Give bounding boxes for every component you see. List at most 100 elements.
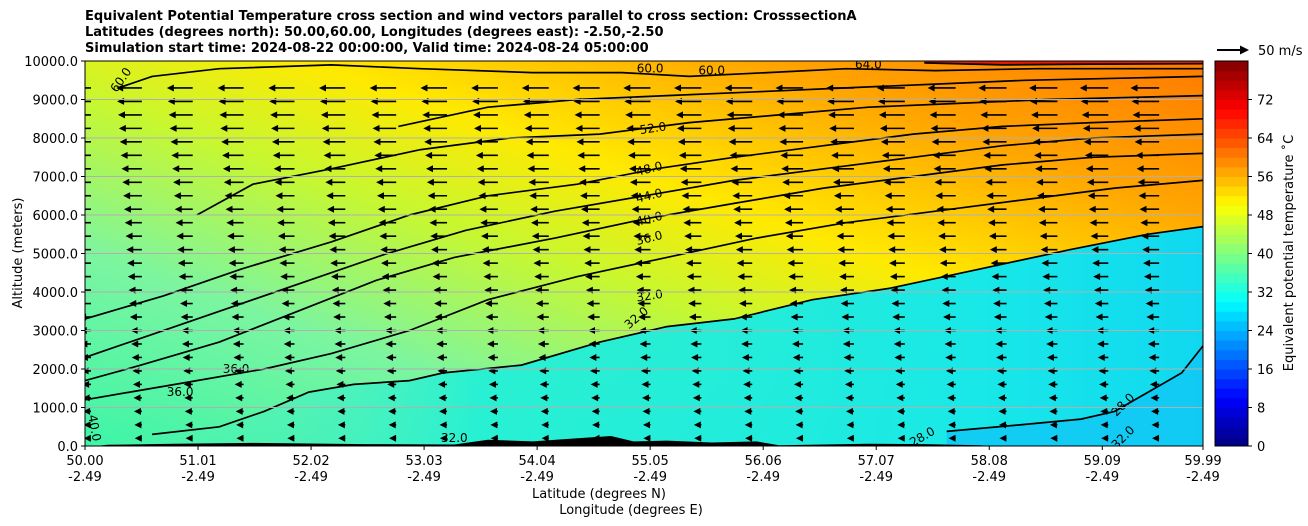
wind-vector xyxy=(286,421,295,429)
wind-vector-head xyxy=(832,178,840,186)
wind-vector xyxy=(1083,138,1109,146)
wind-vector-head xyxy=(376,192,384,200)
wind-vector xyxy=(780,151,804,159)
contour-label: 32.0 xyxy=(441,431,468,445)
grid xyxy=(85,60,1203,447)
wind-vector xyxy=(333,313,346,321)
wind-vector-head xyxy=(127,273,135,281)
wind-vector xyxy=(268,84,295,92)
wind-vector-head xyxy=(680,178,688,186)
wind-vector-head xyxy=(983,151,991,159)
wind-vector xyxy=(278,246,295,254)
wind-vector xyxy=(236,421,244,429)
colorbar-band xyxy=(1215,388,1248,399)
wind-vector-head xyxy=(691,353,699,361)
wind-vector-head xyxy=(739,300,747,308)
wind-vector xyxy=(277,232,295,240)
wind-vector xyxy=(592,421,600,429)
wind-vector-head xyxy=(236,434,244,442)
wind-vector-head xyxy=(930,124,938,132)
wind-vector xyxy=(175,219,193,227)
wind-vector xyxy=(85,340,91,348)
wind-vector xyxy=(527,165,549,173)
wind-vector xyxy=(676,124,702,132)
wind-vector-head xyxy=(727,124,735,132)
wind-vector xyxy=(585,273,600,281)
wind-vector xyxy=(85,168,91,170)
wind-vector xyxy=(185,421,193,429)
contour-line-36 xyxy=(85,179,1203,401)
wind-vector xyxy=(320,111,346,119)
wind-vector-head xyxy=(388,407,396,415)
wind-vector-head xyxy=(527,165,535,173)
wind-vector-head xyxy=(381,259,389,267)
x-tick-label-lat: 52.02 xyxy=(292,454,329,469)
wind-vector-head xyxy=(1083,138,1091,146)
wind-vector-head xyxy=(1048,394,1056,402)
contour-line-52 xyxy=(196,94,1203,216)
wind-vector xyxy=(281,300,295,308)
wind-vector-head xyxy=(942,300,950,308)
wind-vector xyxy=(422,111,448,119)
wind-vector-head xyxy=(780,151,788,159)
wind-vector-head xyxy=(384,313,392,321)
wind-vector xyxy=(541,434,549,442)
y-tick-label: 7000.0 xyxy=(33,171,79,186)
wind-vector-head xyxy=(219,111,227,119)
wind-vector xyxy=(228,259,244,267)
wind-vector xyxy=(272,151,295,159)
wind-vector xyxy=(784,205,804,213)
wind-vector xyxy=(490,434,498,442)
contour-label: 32.0 xyxy=(635,287,663,305)
wind-vector xyxy=(1081,111,1109,119)
wind-vector xyxy=(1133,124,1160,132)
wind-vector xyxy=(684,232,702,240)
wind-vector-head xyxy=(576,138,584,146)
wind-vector-head xyxy=(429,219,437,227)
wind-vector-head xyxy=(938,232,946,240)
wind-vector xyxy=(481,232,498,240)
wind-vector xyxy=(1099,380,1109,388)
wind-vector-head xyxy=(629,178,637,186)
wind-vector xyxy=(85,194,91,197)
wind-vector xyxy=(575,124,600,132)
wind-vector xyxy=(1035,165,1058,173)
colorbar-band xyxy=(1215,147,1248,158)
wind-vector-head xyxy=(119,138,127,146)
wind-vector-head xyxy=(724,84,732,92)
wind-vector-head xyxy=(1134,138,1142,146)
wind-vector xyxy=(169,124,193,132)
wind-vector xyxy=(739,300,753,308)
wind-vector xyxy=(572,84,600,92)
wind-vector-head xyxy=(1091,246,1099,254)
wind-vector-head xyxy=(997,380,1005,388)
wind-vector xyxy=(743,380,753,388)
wind-vector xyxy=(432,273,448,281)
wind-vector-head xyxy=(845,407,853,415)
wind-vector xyxy=(540,407,549,415)
wind-vector-head xyxy=(439,421,447,429)
wind-vector xyxy=(372,124,397,132)
wind-vector xyxy=(85,421,91,429)
wind-vector xyxy=(741,340,753,348)
wind-vector xyxy=(1095,313,1109,321)
wind-vector-head xyxy=(998,407,1006,415)
wind-vector-head xyxy=(85,407,91,415)
wind-vector-head xyxy=(837,246,845,254)
wind-vector xyxy=(389,434,397,442)
wind-vector-head xyxy=(335,353,343,361)
wind-vector-head xyxy=(126,246,134,254)
wind-vector-head xyxy=(841,313,849,321)
wind-vector xyxy=(1148,353,1160,361)
colorbar-band xyxy=(1215,176,1248,187)
y-tick-label: 9000.0 xyxy=(33,94,79,109)
wind-vector-head xyxy=(530,205,538,213)
wind-vector-head xyxy=(281,300,289,308)
wind-vector-head xyxy=(376,178,384,186)
wind-vector-head xyxy=(85,434,91,442)
colorbar-tick-label: 32 xyxy=(1257,286,1274,301)
wind-vector-head xyxy=(375,165,383,173)
wind-vector-head xyxy=(220,124,228,132)
plot-area: 60.0 60.0 60.0 64.052.048.044.040.036.032.0… xyxy=(85,61,1203,446)
wind-vector xyxy=(980,111,1007,119)
